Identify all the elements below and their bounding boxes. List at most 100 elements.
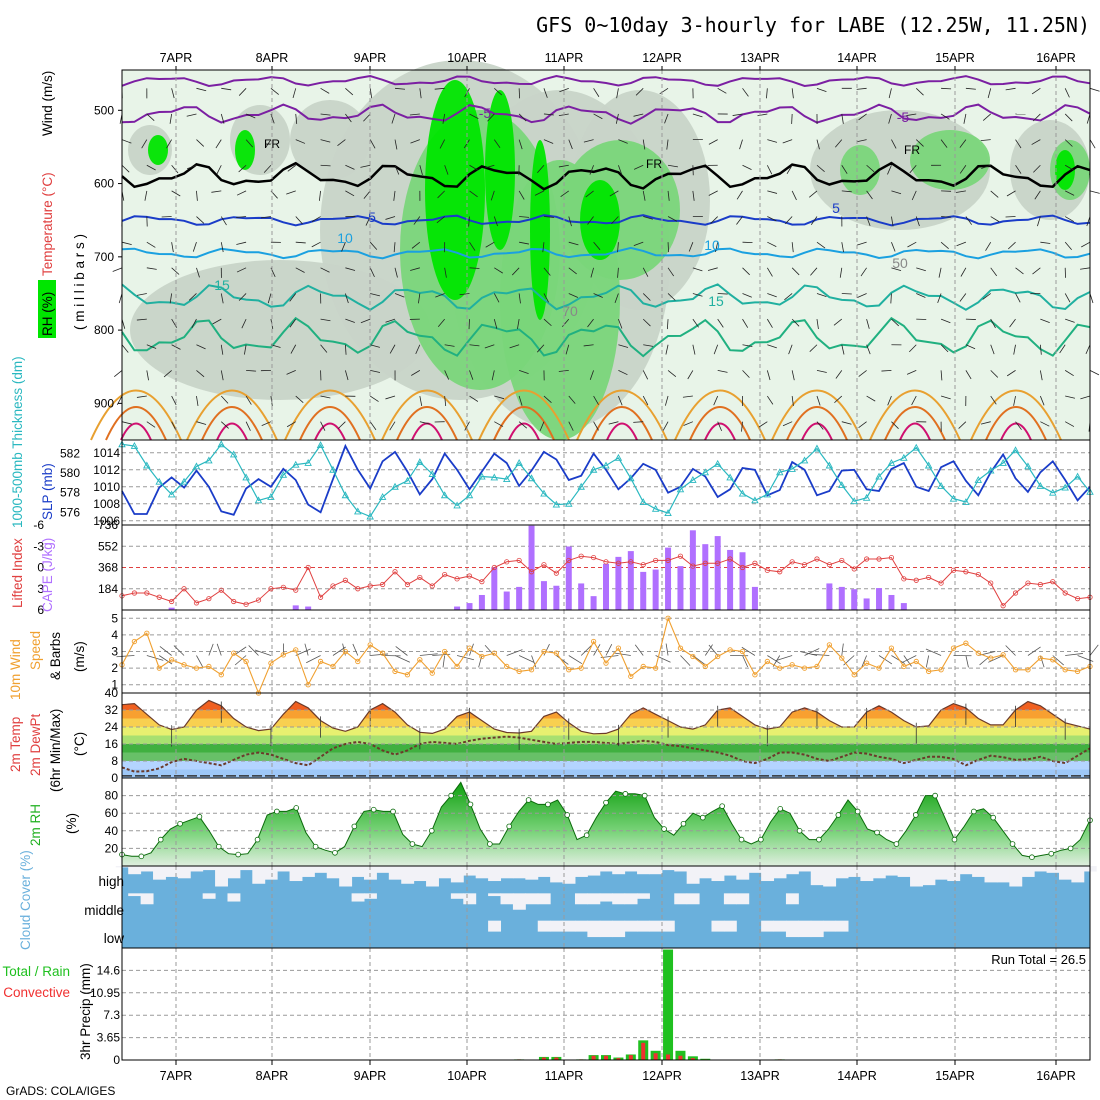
thickness-marker [465,491,474,499]
wind-barb [415,344,421,355]
wind-barb [437,190,445,199]
wind-barb [911,190,917,201]
wind-barb [856,139,867,143]
wind-barb [543,113,554,116]
wind-barb [436,216,445,224]
wind-barb [982,113,991,121]
thickness-marker [850,497,858,505]
wind-barb [938,267,942,278]
wind-barb [791,190,797,201]
wind-marker [988,655,994,661]
boundary-layer-isotherm [801,422,833,441]
wind-barb [543,395,552,403]
wind-barb [810,216,818,225]
wind-barb [937,293,942,304]
wind-barb-10m [580,645,592,656]
cloud-clear-cell [587,920,601,938]
wind-barb [245,139,254,148]
contour-label: -5 [479,105,492,121]
wind-marker [491,650,497,656]
lifted-marker [876,556,882,562]
wind-barb [320,267,330,273]
lifted-marker [528,569,535,575]
wind-barb [816,421,824,430]
wind-barb [742,293,752,298]
wind-barb [841,190,852,193]
wind-barb [419,421,430,425]
lifted-marker [392,569,398,575]
wind-barb-10m [1089,644,1099,656]
wind-barb [171,164,179,174]
cloud-clear-cell [823,920,837,932]
wind-barb [732,113,743,116]
wind-barb [411,241,421,249]
lifted-marker [677,553,684,559]
wind-barb [866,344,871,355]
lifted-marker [739,564,746,571]
wind-barb [739,139,743,150]
wind-barb [891,318,900,327]
cape-bar [466,603,473,610]
wind-barb [484,164,495,169]
thickness-marker [838,481,846,488]
pressure-tick: 700 [94,250,114,264]
cloud-clear-cell [761,920,775,932]
cloud-clear-cell [450,866,464,883]
lifted-tick: -6 [33,518,44,532]
cape-bar [677,566,684,610]
rh-marker [641,792,648,799]
wind-barb [965,370,972,380]
wind-barb [890,293,892,304]
wind-marker [243,658,249,665]
wind-barb [717,87,727,94]
precip-panel [122,948,1090,1061]
cloud-clear-cell [947,866,961,882]
lifted-tick: 3 [37,582,44,596]
wind-barb [295,139,306,144]
wind-barb [439,139,446,149]
wind-marker [1000,652,1006,658]
wind-barb [536,344,545,353]
cloud-clear-cell [190,866,204,872]
wind-barb [767,139,778,143]
date-label-bottom: 13APR [740,1069,780,1083]
wind-marker [280,652,286,658]
wind-barb [511,267,520,276]
rh-shade [840,145,880,195]
isotherm-minus5 [121,103,1091,125]
rh2m-label-line1: 2m RH [28,804,43,846]
rh-marker [699,814,706,821]
lifted-marker [553,570,559,576]
rh-shade [485,90,515,250]
wind-barb [394,139,398,150]
wind-barb [261,421,272,426]
wind-barb [710,216,718,224]
lifted-marker [355,586,361,592]
wind-barb [370,344,380,348]
wind-barb [906,370,917,375]
wind-barb [766,88,768,99]
wind-barb [888,88,892,99]
wind-barb-10m [613,652,631,656]
temp-label-line3: (6hr Min/Max) [48,709,63,792]
wind-barb [287,164,296,172]
wind-barb-10m [742,655,749,668]
wind-barb [518,370,529,375]
wind-barb [1089,87,1100,92]
thickness-marker [316,441,325,449]
cloud-clear-cell [736,866,750,880]
wind-barb [171,190,181,197]
wind-marker [926,668,932,675]
wind-barb [1081,241,1091,248]
wind-barb [196,421,207,425]
wind-barb [320,395,331,399]
wind-barb [791,395,794,407]
wind-barb [419,88,422,99]
wind-barb [320,421,326,431]
precip-axis-label: 3hr Precip (mm) [78,963,93,1060]
cape-bar [603,563,609,610]
wind-barb [136,293,147,296]
wind-barb [191,318,197,329]
lifted-marker [1050,579,1056,585]
rh-marker [370,806,377,813]
